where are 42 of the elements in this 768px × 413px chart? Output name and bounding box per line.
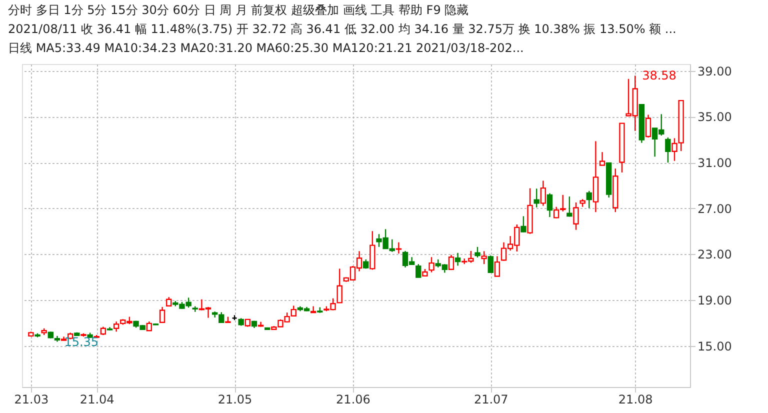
x-tick-label: 21.04 [80, 392, 114, 406]
candlestick [599, 151, 606, 166]
x-tick-label: 21.06 [336, 392, 370, 406]
y-tick-label: 15.00 [698, 339, 732, 354]
candlestick [454, 252, 461, 266]
candlestick [166, 296, 172, 307]
candlestick [310, 306, 316, 314]
candlestick [566, 196, 572, 218]
candlestick [481, 250, 487, 265]
candlestick [573, 202, 579, 230]
candlestick [488, 254, 494, 274]
x-tick-label: 21.05 [218, 392, 252, 406]
candlestick [146, 320, 152, 332]
candlestick [534, 188, 540, 208]
text: 分时 多日 1分 5分 15分 30分 60分 日 周 月 前复权 超级叠加 画线 工具 帮助 F9 隐藏 [8, 3, 469, 17]
candlestick [159, 306, 166, 324]
text: 2021/08/11 收 36.41 幅 11.48%(3.75) 开 32.72 高 36.41 低 32.00 均 34.16 量 32.75万 换 10.38% 振 13.50% 额 ... [8, 22, 676, 36]
y-tick-label: 39.00 [698, 64, 732, 78]
candlestick [540, 180, 546, 206]
x-tick-label: 21.03 [14, 392, 49, 406]
y-tick-label: 23.00 [698, 248, 732, 262]
candlestick [370, 230, 376, 270]
candlestick [448, 254, 454, 271]
candlestick [586, 190, 592, 209]
annotation: 15.35 [64, 334, 99, 349]
candlestick [474, 246, 480, 258]
candlestick [416, 264, 422, 278]
candlestick [645, 114, 652, 138]
candlestick [396, 242, 402, 254]
y-tick-label: 27.00 [698, 202, 732, 216]
candlestick [428, 256, 434, 273]
candlestick [665, 136, 671, 164]
annotation: 38.58 [642, 68, 676, 83]
y-tick-label: 19.00 [698, 293, 732, 308]
candlestick [520, 216, 526, 233]
y-tick-label: 31.00 [698, 156, 732, 170]
x-tick-label: 21.08 [618, 392, 653, 406]
x-tick-label: 21.07 [474, 392, 508, 406]
candlestick [546, 192, 553, 218]
y-tick-label: 35.00 [698, 110, 732, 124]
candlestick [494, 256, 500, 278]
text: 日线 MA5:33.49 MA10:34.23 MA20:31.20 MA60:25.30 MA120:21.21 2021/03/18-202... [8, 41, 524, 55]
